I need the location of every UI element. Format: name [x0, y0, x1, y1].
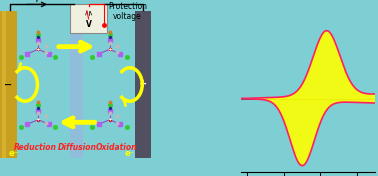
Text: +: + [107, 47, 112, 52]
Bar [70, 21, 83, 158]
Text: I: I [36, 0, 38, 4]
Bar [135, 11, 151, 158]
Text: Oxidation: Oxidation [96, 143, 138, 152]
Text: +: + [36, 47, 40, 52]
Text: Reduction: Reduction [14, 143, 57, 152]
Text: e⁻: e⁻ [125, 149, 135, 158]
Text: +: + [139, 80, 147, 89]
Text: Diffusion: Diffusion [58, 143, 97, 152]
Text: e⁻: e⁻ [9, 149, 19, 158]
Text: −: − [4, 80, 12, 89]
Bar [2, 11, 6, 158]
FancyBboxPatch shape [70, 4, 107, 33]
Bar [0, 11, 17, 158]
Text: +: + [107, 117, 112, 122]
Text: Protection
voltage: Protection voltage [108, 2, 147, 21]
Text: +: + [36, 117, 40, 122]
Text: V: V [86, 20, 91, 30]
